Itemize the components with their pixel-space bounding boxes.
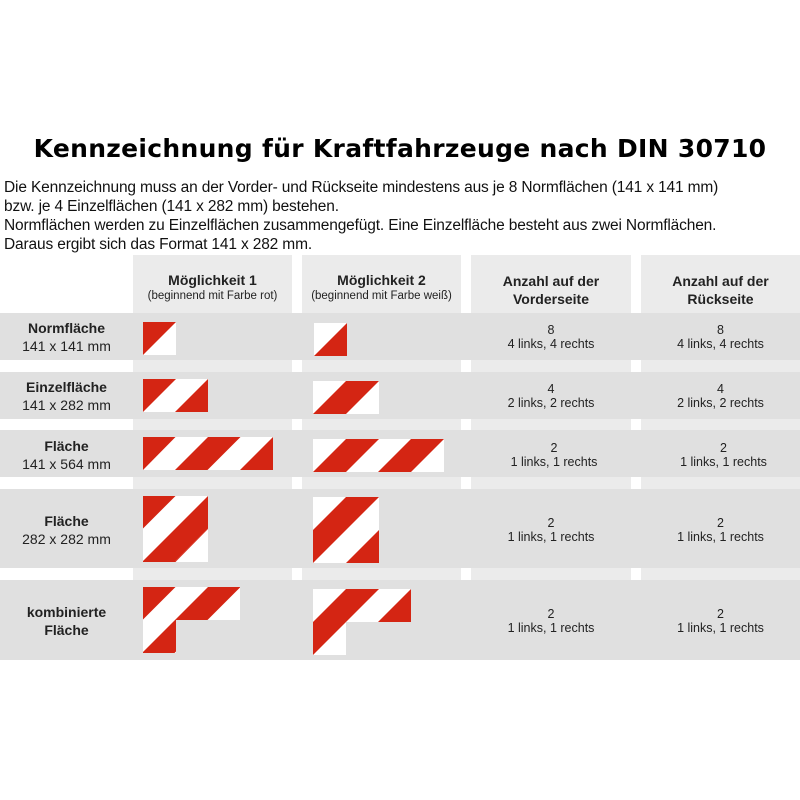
header-line: Anzahl auf der [672,273,769,289]
count-front-flaeche-282: 2 1 links, 1 rechts [471,516,631,544]
count-split: 4 links, 4 rechts [507,337,595,351]
header-line: Rückseite [687,291,754,307]
header-line: Vorderseite [513,291,589,307]
count-split: 1 links, 1 rechts [507,530,595,544]
count-split: 1 links, 1 rechts [677,530,764,544]
count-front-einzelflaeche: 4 2 links, 2 rechts [471,382,631,410]
intro-line: Die Kennzeichnung muss an der Vorder- un… [4,179,719,196]
count-back-normflaeche: 8 4 links, 4 rechts [641,323,800,351]
intro-text: Die Kennzeichnung muss an der Vorder- un… [4,178,800,254]
row-label-normflaeche: Normfläche 141 x 141 mm [0,319,133,355]
count-back-kombiniert: 2 1 links, 1 rechts [641,607,800,635]
header-title: Möglichkeit 1 [168,272,257,288]
count-front-kombiniert: 2 1 links, 1 rechts [471,607,631,635]
count-total: 2 [547,516,555,530]
count-split: 1 links, 1 rechts [507,621,595,635]
count-total: 2 [720,441,727,455]
row-size: 141 x 564 mm [22,456,111,472]
row-name: Einzelfläche [26,379,107,395]
count-total: 2 [717,516,724,530]
row-label-flaeche-564: Fläche 141 x 564 mm [0,437,133,473]
count-front-normflaeche: 8 4 links, 4 rechts [471,323,631,351]
count-total: 4 [717,382,724,396]
stripe-kombiniert-option-1 [143,587,240,653]
header-front-count: Anzahl auf der Vorderseite [471,272,631,308]
row-label-kombiniert: kombinierte Fläche [0,603,133,639]
stripe-flaeche-282-option-2 [313,497,379,563]
count-split: 2 links, 2 rechts [677,396,764,410]
row-name: Fläche [44,438,89,454]
count-split: 1 links, 1 rechts [510,455,598,469]
count-back-einzelflaeche: 4 2 links, 2 rechts [641,382,800,410]
row-name: Normfläche [27,320,106,336]
intro-line: bzw. je 4 Einzelflächen (141 x 282 mm) b… [4,198,339,215]
row-size: 141 x 282 mm [22,397,111,413]
stripe-einzelflaeche-option-2 [313,381,379,414]
row-band-flaeche-282 [0,489,800,568]
header-subtitle: (beginnend mit Farbe weiß) [311,290,452,302]
stripe-normflaeche-option-2 [314,323,347,356]
row-size: Fläche [44,622,89,638]
count-total: 2 [550,441,558,455]
header-option-1: Möglichkeit 1 (beginnend mit Farbe rot) [133,272,292,303]
intro-line: Normflächen werden zu Einzelflächen zusa… [4,217,717,234]
row-label-einzelflaeche: Einzelfläche 141 x 282 mm [0,378,133,414]
header-back-count: Anzahl auf der Rückseite [641,272,800,308]
stripe-normflaeche-option-1 [143,322,176,355]
row-name: Fläche [44,513,89,529]
page-title: Kennzeichnung für Kraftfahrzeuge nach DI… [33,134,767,163]
row-name: kombinierte [26,604,107,620]
count-total: 8 [717,323,724,337]
count-total: 8 [547,323,555,337]
count-split: 1 links, 1 rechts [677,621,764,635]
row-band-einzelflaeche [0,372,800,419]
row-size: 141 x 141 mm [22,338,111,354]
stripe-flaeche-564-option-1 [143,437,273,470]
stripe-flaeche-282-option-1 [143,496,208,562]
count-total: 2 [547,607,555,621]
row-size: 282 x 282 mm [22,531,111,547]
count-back-flaeche-282: 2 1 links, 1 rechts [641,516,800,544]
stripe-flaeche-564-option-2 [313,439,444,472]
stripe-einzelflaeche-option-1 [143,379,208,412]
count-split: 4 links, 4 rechts [677,337,764,351]
stripe-kombiniert-option-2 [313,589,411,655]
count-back-flaeche-564: 2 1 links, 1 rechts [644,441,800,469]
row-band-normflaeche [0,313,800,360]
count-total: 4 [547,382,555,396]
intro-line: Daraus ergibt sich das Format 141 x 282 … [4,236,312,253]
header-option-2: Möglichkeit 2 (beginnend mit Farbe weiß) [302,272,461,303]
count-split: 1 links, 1 rechts [680,455,767,469]
row-label-flaeche-282: Fläche 282 x 282 mm [0,512,133,548]
header-subtitle: (beginnend mit Farbe rot) [147,290,278,302]
count-front-flaeche-564: 2 1 links, 1 rechts [474,441,634,469]
count-total: 2 [717,607,724,621]
count-split: 2 links, 2 rechts [507,396,595,410]
header-title: Möglichkeit 2 [337,272,426,288]
header-line: Anzahl auf der [502,273,600,289]
